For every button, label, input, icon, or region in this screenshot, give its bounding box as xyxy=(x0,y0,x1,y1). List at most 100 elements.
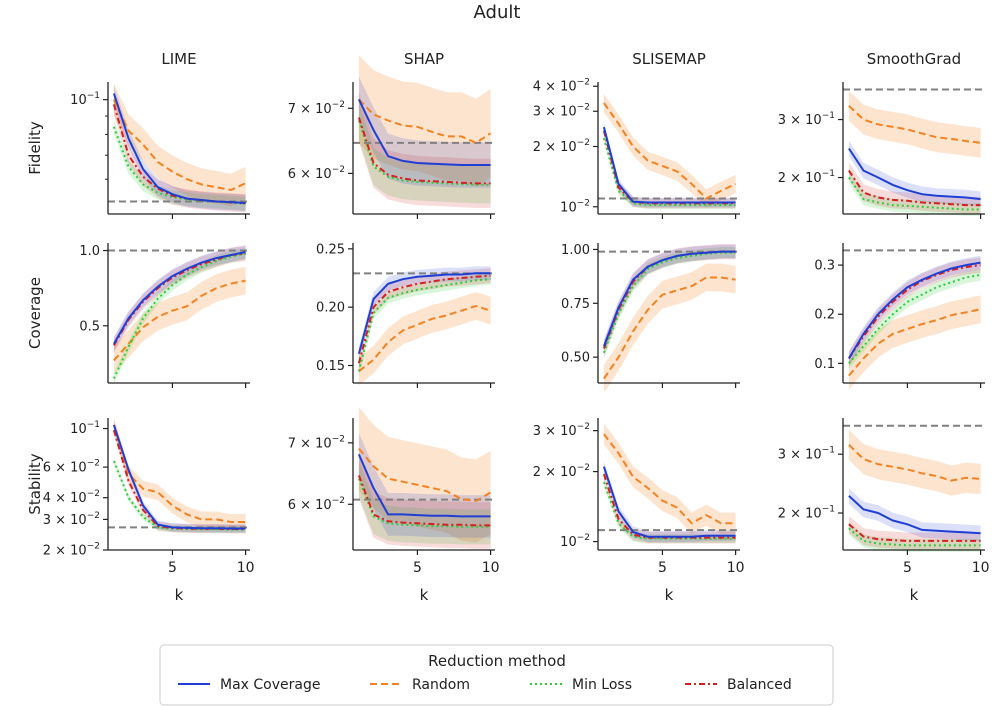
y-tick-label: 3 × 10−2 xyxy=(533,422,590,439)
band-min-loss xyxy=(848,521,981,552)
panel-shap-fidelity: 7 × 10−2 6 × 10−2 xyxy=(288,55,495,219)
series-line-min-loss xyxy=(848,273,981,365)
band-min-loss xyxy=(848,171,981,216)
legend-frame xyxy=(159,644,834,706)
figure-title: Adult xyxy=(474,2,521,23)
panel-slisemap-fidelity: 4 × 10−2 3 × 10−2 2 × 10−2 10−2 xyxy=(533,78,740,219)
band-random xyxy=(848,429,981,496)
legend-label-random: Random xyxy=(412,677,470,693)
band-random xyxy=(848,295,981,390)
series-line-random xyxy=(358,447,492,503)
series-line-random xyxy=(358,304,491,373)
band-balanced xyxy=(848,257,981,366)
band-max-coverage xyxy=(358,76,491,188)
panel-lime-fidelity: 10−1 xyxy=(70,82,250,219)
panel-shap-stability: 7 × 10−2 6 × 10−2 5 10 k xyxy=(288,407,500,604)
band-max-coverage xyxy=(603,244,736,354)
y-tick-label: 6 × 10−2 xyxy=(288,165,345,182)
series-line-balanced xyxy=(848,264,981,359)
y-tick-label: 3 × 10−2 xyxy=(43,511,100,528)
panel-shap-coverage: 0.15 0.20 0.25 xyxy=(316,242,495,388)
panel-lime-coverage: 0.5 1.0 xyxy=(79,243,250,388)
y-tick-label: 3 × 10−2 xyxy=(533,103,590,120)
band-random xyxy=(113,417,246,530)
legend-title: Reduction method xyxy=(428,652,566,670)
series-line-max-coverage xyxy=(602,250,736,347)
row-title-fidelity: Fidelity xyxy=(26,121,44,175)
panel-smoothgrad-coverage: 0.1 0.2 0.3 xyxy=(814,243,985,390)
y-tick-label: 2 × 10−2 xyxy=(43,542,100,559)
column-title-slisemap: SLISEMAP xyxy=(632,50,706,68)
x-axis-label: k xyxy=(175,586,184,604)
series-line-random xyxy=(603,433,736,525)
series-line-min-loss xyxy=(602,481,736,540)
band-min-loss xyxy=(603,134,736,209)
series-line-balanced xyxy=(848,170,981,207)
column-title-smoothgrad: SmoothGrad xyxy=(867,50,961,68)
y-tick-label: 1.0 xyxy=(79,244,100,259)
x-tick-label: 5 xyxy=(903,560,912,576)
legend-label-min-loss: Min Loss xyxy=(572,677,632,693)
panel-lime-stability: 10−1 6 × 10−2 4 × 10−2 3 × 10−2 2 × 10−2 5 10 k xyxy=(43,417,255,604)
row-title-coverage: Coverage xyxy=(26,277,44,349)
y-tick-label: 10−1 xyxy=(70,91,100,108)
band-balanced xyxy=(358,92,491,208)
band-balanced xyxy=(603,244,736,357)
band-max-coverage xyxy=(603,461,736,543)
series-line-random xyxy=(603,276,736,380)
series-line-random xyxy=(113,279,246,362)
series-line-max-coverage xyxy=(112,424,246,530)
y-tick-label: 3 × 10−1 xyxy=(778,111,835,128)
series-line-random xyxy=(358,98,492,145)
x-tick-label: 5 xyxy=(168,560,177,576)
x-axis-label: k xyxy=(420,586,429,604)
series-line-min-loss xyxy=(848,176,981,211)
series-line-balanced xyxy=(357,475,491,527)
row-titles: Fidelity Coverage Stability xyxy=(26,121,44,515)
series-line-min-loss xyxy=(602,137,736,206)
band-min-loss xyxy=(113,247,246,385)
series-line-balanced xyxy=(602,473,736,539)
series-line-max-coverage xyxy=(357,272,491,355)
band-min-loss xyxy=(113,120,246,211)
series-line-min-loss xyxy=(357,278,491,372)
y-tick-label: 3 × 10−1 xyxy=(778,446,835,463)
band-max-coverage xyxy=(848,140,981,207)
band-random xyxy=(603,93,736,208)
band-balanced xyxy=(358,268,491,371)
y-tick-label: 0.5 xyxy=(79,319,100,334)
band-balanced xyxy=(113,246,246,353)
row-title-stability: Stability xyxy=(26,453,44,515)
y-tick-label: 0.3 xyxy=(814,259,835,274)
series-line-random xyxy=(848,105,981,144)
y-tick-label: 2 × 10−1 xyxy=(778,505,835,522)
band-min-loss xyxy=(848,269,981,369)
series-line-max-coverage xyxy=(113,251,246,345)
series-line-max-coverage xyxy=(602,466,736,538)
y-tick-label: 10−1 xyxy=(70,420,100,437)
y-tick-label: 10−2 xyxy=(560,198,590,215)
band-random xyxy=(358,292,491,386)
series-line-min-loss xyxy=(112,460,246,531)
y-tick-label: 2 × 10−2 xyxy=(533,463,590,480)
y-tick-label: 10−2 xyxy=(560,533,590,550)
series-line-max-coverage xyxy=(357,98,491,166)
x-tick-label: 10 xyxy=(482,560,500,576)
series-line-balanced xyxy=(357,274,491,364)
band-max-coverage xyxy=(848,488,981,541)
band-balanced xyxy=(848,162,981,214)
series-line-balanced xyxy=(848,523,981,542)
band-balanced xyxy=(603,125,736,209)
panel-smoothgrad-fidelity: 3 × 10−1 2 × 10−1 xyxy=(778,82,985,219)
x-axis-label: k xyxy=(910,586,919,604)
y-tick-label: 7 × 10−2 xyxy=(288,434,345,451)
series-line-random xyxy=(603,102,737,200)
column-title-shap: SHAP xyxy=(404,50,444,68)
y-tick-label: 0.2 xyxy=(814,308,835,323)
band-random xyxy=(358,55,491,187)
y-tick-label: 0.20 xyxy=(316,301,345,316)
x-tick-label: 10 xyxy=(727,560,745,576)
series-line-random xyxy=(112,424,246,523)
band-random xyxy=(358,407,491,543)
